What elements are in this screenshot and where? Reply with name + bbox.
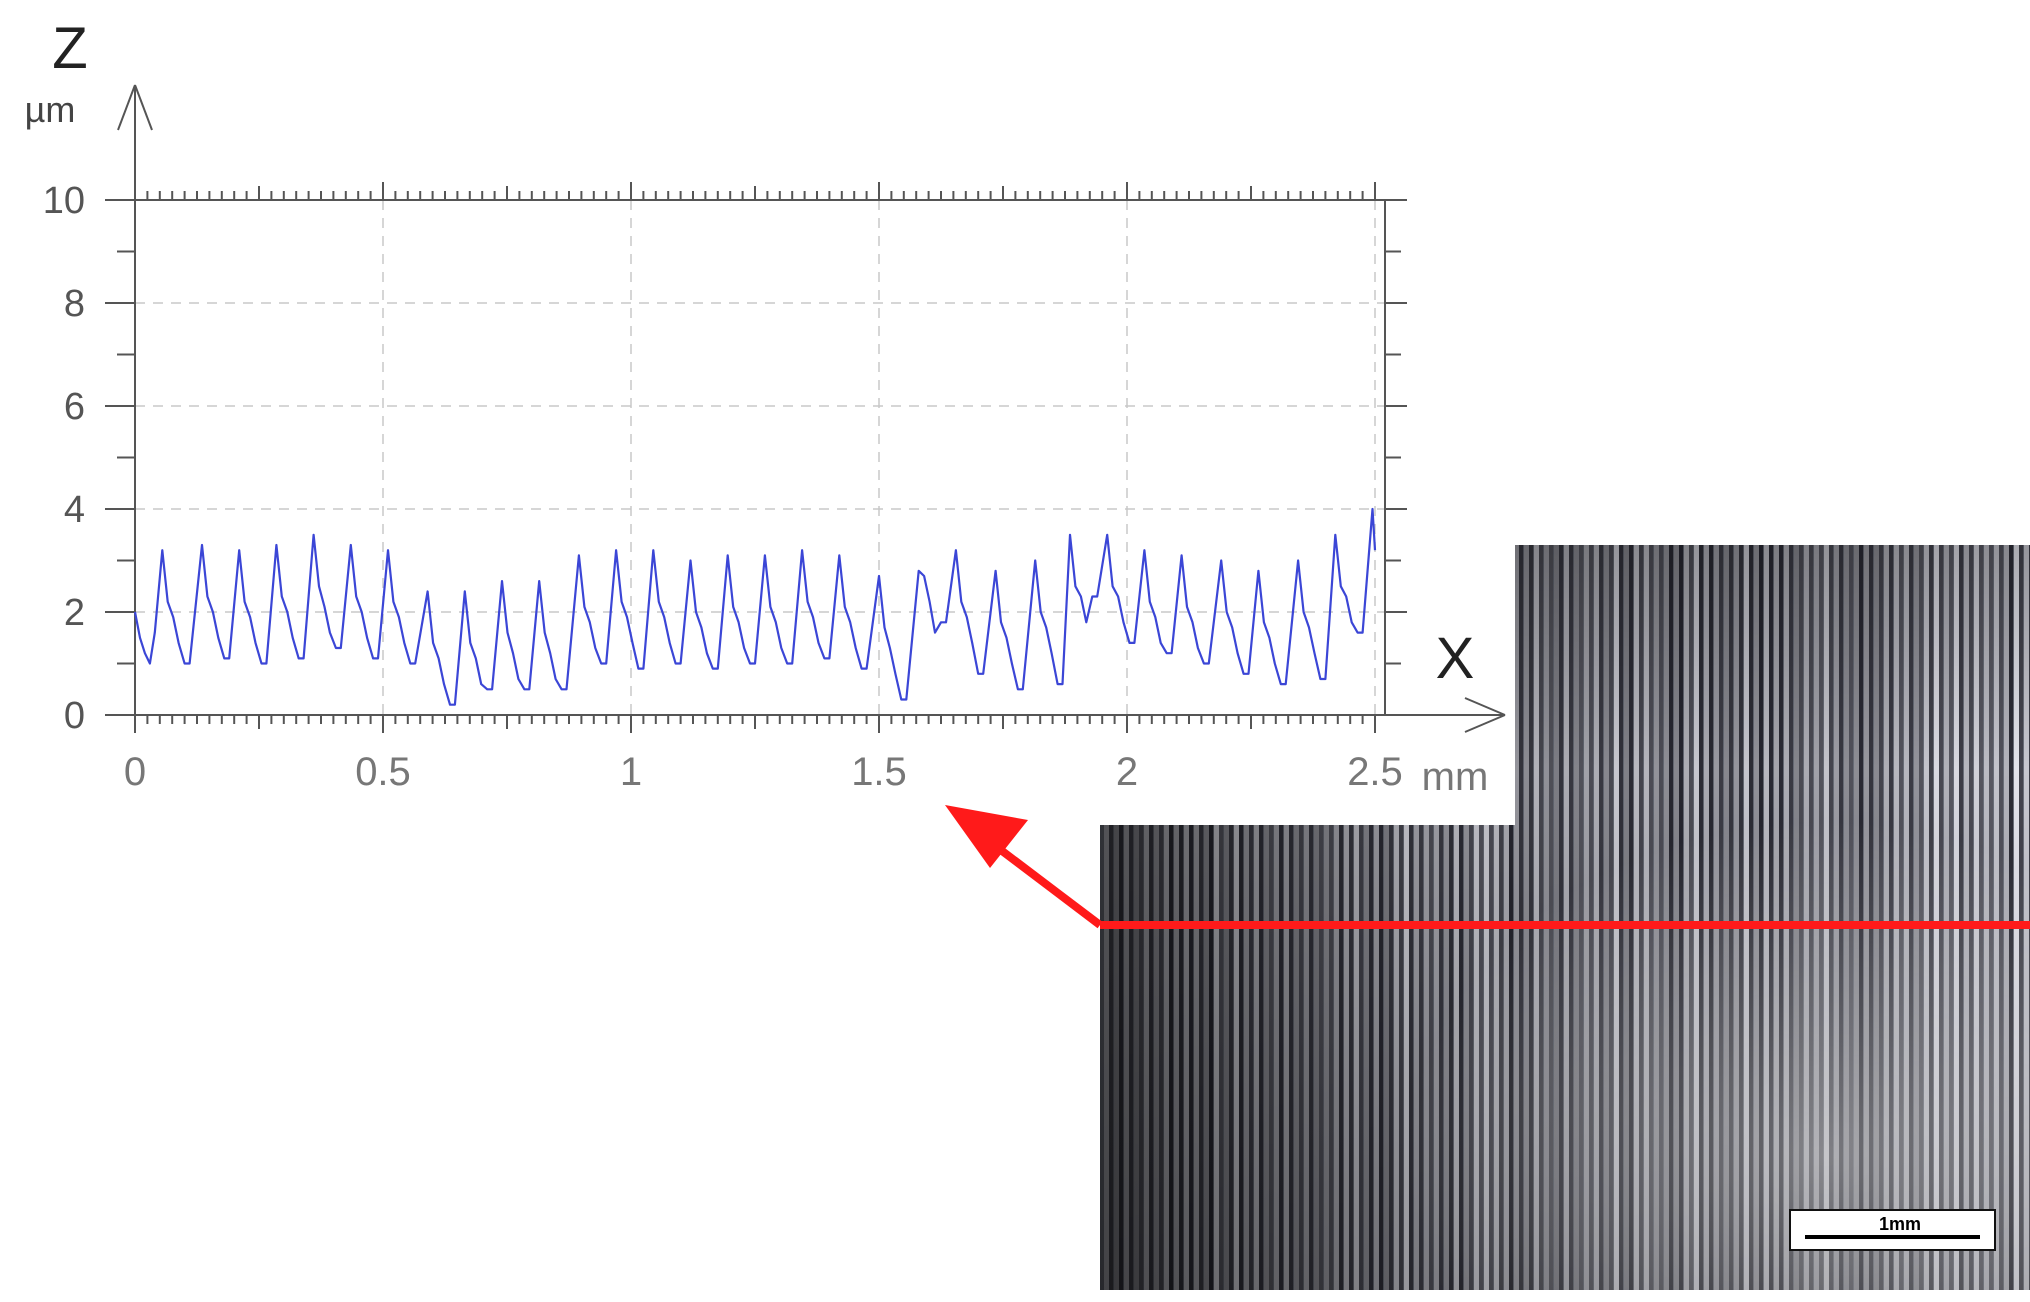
y-axis-label: Z [52,16,87,81]
grid-lines [135,200,1385,715]
profile-chart: 0 0.5 1 1.5 2 2.5 0 2 4 6 8 10 Z µm X mm [0,0,1515,825]
x-axis-label: X [1436,626,1475,691]
y-axis-arrowhead-right [134,84,153,131]
scale-bar-box [1789,1209,1996,1251]
section-arrow-head [945,805,1028,868]
minor-ticks [105,182,1407,733]
y-axis-arrowhead-left [117,84,136,131]
section-arrow-shaft [982,834,1103,929]
x-tick-label: 0 [124,750,146,794]
x-tick-label: 2.5 [1347,750,1403,794]
x-tick-labels: 0 0.5 1 1.5 2 2.5 [124,750,1403,794]
section-annotation [945,805,2030,929]
y-tick-label: 4 [64,489,85,531]
profile-series-line [133,507,1377,706]
y-tick-label: 6 [64,386,85,428]
x-tick-label: 0.5 [355,750,411,794]
y-tick-label: 2 [64,592,85,634]
y-tick-label: 0 [64,695,85,737]
scale-bar: 1mm [1789,1209,1996,1251]
chart-panel-background [0,0,1515,825]
x-axis-unit: mm [1422,755,1489,799]
scale-bar-label: 1mm [1879,1214,1921,1234]
y-tick-labels: 0 2 4 6 8 10 [43,180,85,737]
x-tick-label: 1 [620,750,642,794]
y-tick-label: 10 [43,180,85,222]
x-axis-arrowhead-upper [1464,697,1506,716]
x-axis-arrowhead-lower [1464,714,1506,733]
x-tick-label: 2 [1116,750,1138,794]
x-tick-label: 1.5 [851,750,907,794]
y-tick-label: 8 [64,283,85,325]
y-axis-unit: µm [25,89,76,130]
